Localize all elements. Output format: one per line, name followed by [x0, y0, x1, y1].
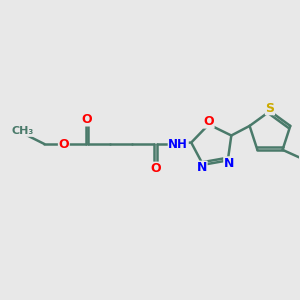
- Text: N: N: [224, 157, 234, 170]
- Text: CH₃: CH₃: [11, 126, 33, 136]
- Text: S: S: [266, 102, 274, 115]
- Text: NH: NH: [168, 138, 188, 151]
- Text: O: O: [150, 162, 161, 175]
- Text: O: O: [82, 113, 92, 126]
- Text: N: N: [197, 161, 207, 174]
- Text: O: O: [58, 138, 69, 151]
- Text: O: O: [203, 115, 214, 128]
